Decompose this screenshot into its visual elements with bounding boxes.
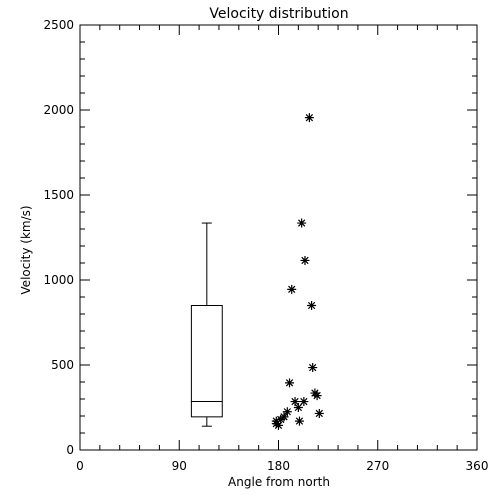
data-point bbox=[297, 218, 307, 228]
data-point bbox=[290, 397, 300, 407]
data-point bbox=[274, 420, 283, 430]
y-tick-label: 0 bbox=[66, 443, 74, 457]
data-point bbox=[294, 416, 304, 426]
axes: 0 90 180 270 360 0 500 1000 1500 2000 2500 bbox=[43, 18, 488, 473]
y-tick-label: 500 bbox=[51, 358, 74, 372]
x-tick-label: 90 bbox=[172, 459, 187, 473]
data-point bbox=[293, 403, 303, 412]
data-point bbox=[307, 301, 317, 310]
x-axis-label: Angle from north bbox=[228, 475, 330, 489]
data-point bbox=[282, 407, 292, 417]
data-point bbox=[312, 391, 322, 401]
y-tick-label: 2000 bbox=[43, 103, 74, 117]
boxplot bbox=[190, 222, 223, 427]
data-point bbox=[285, 378, 295, 388]
x-tick-label: 270 bbox=[366, 459, 389, 473]
y-axis-label: Velocity (km/s) bbox=[19, 205, 33, 294]
x-tick-label: 360 bbox=[466, 459, 489, 473]
y-tick-label: 1000 bbox=[43, 273, 74, 287]
y-tick-label: 2500 bbox=[43, 18, 74, 32]
y-tick-label: 1500 bbox=[43, 188, 74, 202]
data-point bbox=[299, 397, 309, 407]
data-point bbox=[300, 255, 310, 265]
x-tick-label: 180 bbox=[267, 459, 290, 473]
data-points bbox=[271, 113, 324, 430]
data-point bbox=[276, 414, 286, 424]
data-point bbox=[304, 113, 314, 123]
data-point bbox=[308, 363, 318, 373]
x-tick-label: 0 bbox=[76, 459, 84, 473]
data-point bbox=[314, 408, 324, 418]
chart-title: Velocity distribution bbox=[209, 6, 348, 22]
data-point bbox=[287, 284, 297, 294]
